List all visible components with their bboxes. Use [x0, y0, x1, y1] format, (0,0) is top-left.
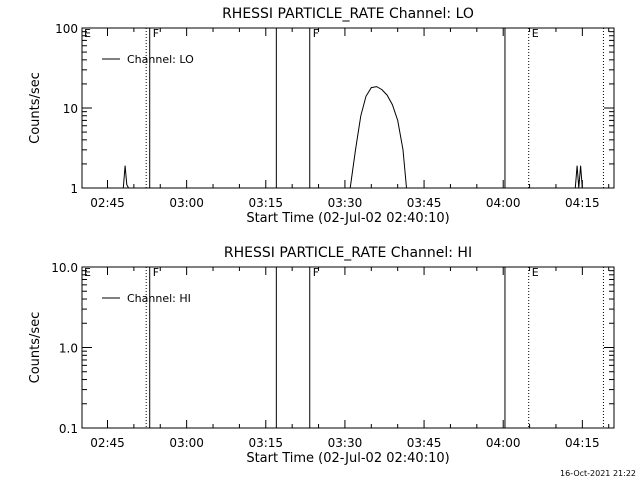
corner-label: E [84, 27, 91, 40]
x-tick-label: 02:45 [90, 436, 125, 450]
x-tick-label: 04:15 [565, 436, 600, 450]
lo-channel-panel: RHESSI PARTICLE_RATE Channel: LO Counts/s… [28, 6, 615, 226]
y-tick-label: 100 [55, 22, 78, 36]
y-tick-label: 10.0 [51, 261, 78, 275]
marker-label: F [153, 27, 159, 40]
x-tick-label: 04:15 [565, 196, 600, 210]
y-tick-label: 1.0 [59, 342, 78, 356]
chart-title: RHESSI PARTICLE_RATE Channel: HI [224, 245, 472, 261]
footer-timestamp: 16-Oct-2021 21:22 [560, 469, 636, 478]
x-tick-label: 03:00 [169, 196, 204, 210]
corner-label: E [84, 266, 91, 279]
y-tick-label: 0.1 [59, 422, 78, 436]
x-tick-label: 04:00 [486, 436, 521, 450]
x-axis-label: Start Time (02-Jul-02 02:40:10) [246, 211, 449, 226]
legend-label: Channel: HI [127, 292, 191, 305]
marker-label: E [532, 266, 539, 279]
marker-label: F [313, 27, 319, 40]
x-tick-label: 03:15 [248, 196, 283, 210]
x-tick-label: 03:45 [407, 436, 442, 450]
y-axis-label: Counts/sec [28, 312, 43, 384]
marker-label: F [153, 266, 159, 279]
series-line [574, 165, 585, 189]
marker-label: F [313, 266, 319, 279]
series-line [349, 86, 407, 189]
x-tick-label: 03:45 [407, 196, 442, 210]
hi-channel-panel: RHESSI PARTICLE_RATE Channel: HI Counts/s… [28, 245, 615, 466]
y-axis-label: Counts/sec [28, 72, 43, 144]
series-line [122, 165, 130, 189]
y-tick-label: 1 [70, 182, 78, 196]
x-tick-label: 03:15 [248, 436, 283, 450]
x-tick-label: 02:45 [90, 196, 125, 210]
x-axis-label: Start Time (02-Jul-02 02:40:10) [246, 451, 449, 466]
x-tick-label: 04:00 [486, 196, 521, 210]
y-tick-label: 10 [63, 102, 78, 116]
chart-title: RHESSI PARTICLE_RATE Channel: LO [222, 6, 474, 22]
plot-frame [81, 27, 615, 189]
x-tick-label: 03:00 [169, 436, 204, 450]
legend-label: Channel: LO [127, 53, 194, 66]
marker-label: E [532, 27, 539, 40]
x-tick-label: 03:30 [328, 196, 363, 210]
x-tick-label: 03:30 [328, 436, 363, 450]
